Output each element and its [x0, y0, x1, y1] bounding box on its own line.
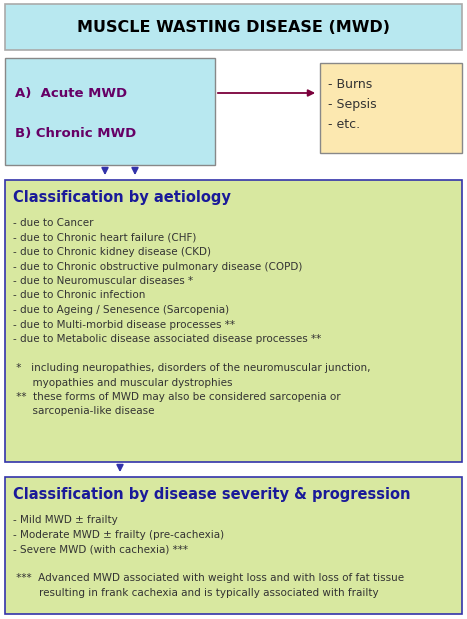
Text: ***  Advanced MWD associated with weight loss and with loss of fat tissue: *** Advanced MWD associated with weight …: [13, 573, 404, 583]
Text: - due to Chronic kidney disease (CKD): - due to Chronic kidney disease (CKD): [13, 247, 211, 257]
Text: - due to Chronic heart failure (CHF): - due to Chronic heart failure (CHF): [13, 233, 197, 243]
Text: Classification by aetiology: Classification by aetiology: [13, 190, 231, 205]
Bar: [5, 4, 462, 50]
Text: - Severe MWD (with cachexia) ***: - Severe MWD (with cachexia) ***: [13, 544, 188, 554]
Bar: [5, 477, 462, 614]
Text: - due to Metabolic disease associated disease processes **: - due to Metabolic disease associated di…: [13, 334, 321, 344]
Text: - due to Ageing / Senesence (Sarcopenia): - due to Ageing / Senesence (Sarcopenia): [13, 305, 229, 315]
Text: - Burns
- Sepsis
- etc.: - Burns - Sepsis - etc.: [328, 78, 376, 131]
Text: myopathies and muscular dystrophies: myopathies and muscular dystrophies: [13, 378, 233, 387]
Text: - due to Chronic infection: - due to Chronic infection: [13, 290, 145, 300]
Text: - due to Neuromuscular diseases *: - due to Neuromuscular diseases *: [13, 276, 193, 286]
Text: - due to Cancer: - due to Cancer: [13, 218, 93, 228]
Text: resulting in frank cachexia and is typically associated with frailty: resulting in frank cachexia and is typic…: [13, 587, 379, 597]
Bar: [5, 180, 462, 462]
Text: - Moderate MWD ± frailty (pre-cachexia): - Moderate MWD ± frailty (pre-cachexia): [13, 529, 224, 540]
Text: **  these forms of MWD may also be considered sarcopenia or: ** these forms of MWD may also be consid…: [13, 392, 340, 402]
Text: Classification by disease severity & progression: Classification by disease severity & pro…: [13, 487, 410, 502]
Bar: [5, 58, 215, 165]
Text: A)  Acute MWD: A) Acute MWD: [15, 87, 127, 100]
Text: sarcopenia-like disease: sarcopenia-like disease: [13, 407, 155, 417]
Text: B) Chronic MWD: B) Chronic MWD: [15, 126, 136, 139]
Text: - due to Chronic obstructive pulmonary disease (COPD): - due to Chronic obstructive pulmonary d…: [13, 261, 302, 272]
Bar: [320, 63, 462, 153]
Text: *   including neuropathies, disorders of the neuromuscular junction,: * including neuropathies, disorders of t…: [13, 363, 370, 373]
Text: - Mild MWD ± frailty: - Mild MWD ± frailty: [13, 515, 118, 525]
Text: - due to Multi-morbid disease processes **: - due to Multi-morbid disease processes …: [13, 319, 235, 329]
Text: MUSCLE WASTING DISEASE (MWD): MUSCLE WASTING DISEASE (MWD): [77, 20, 390, 35]
